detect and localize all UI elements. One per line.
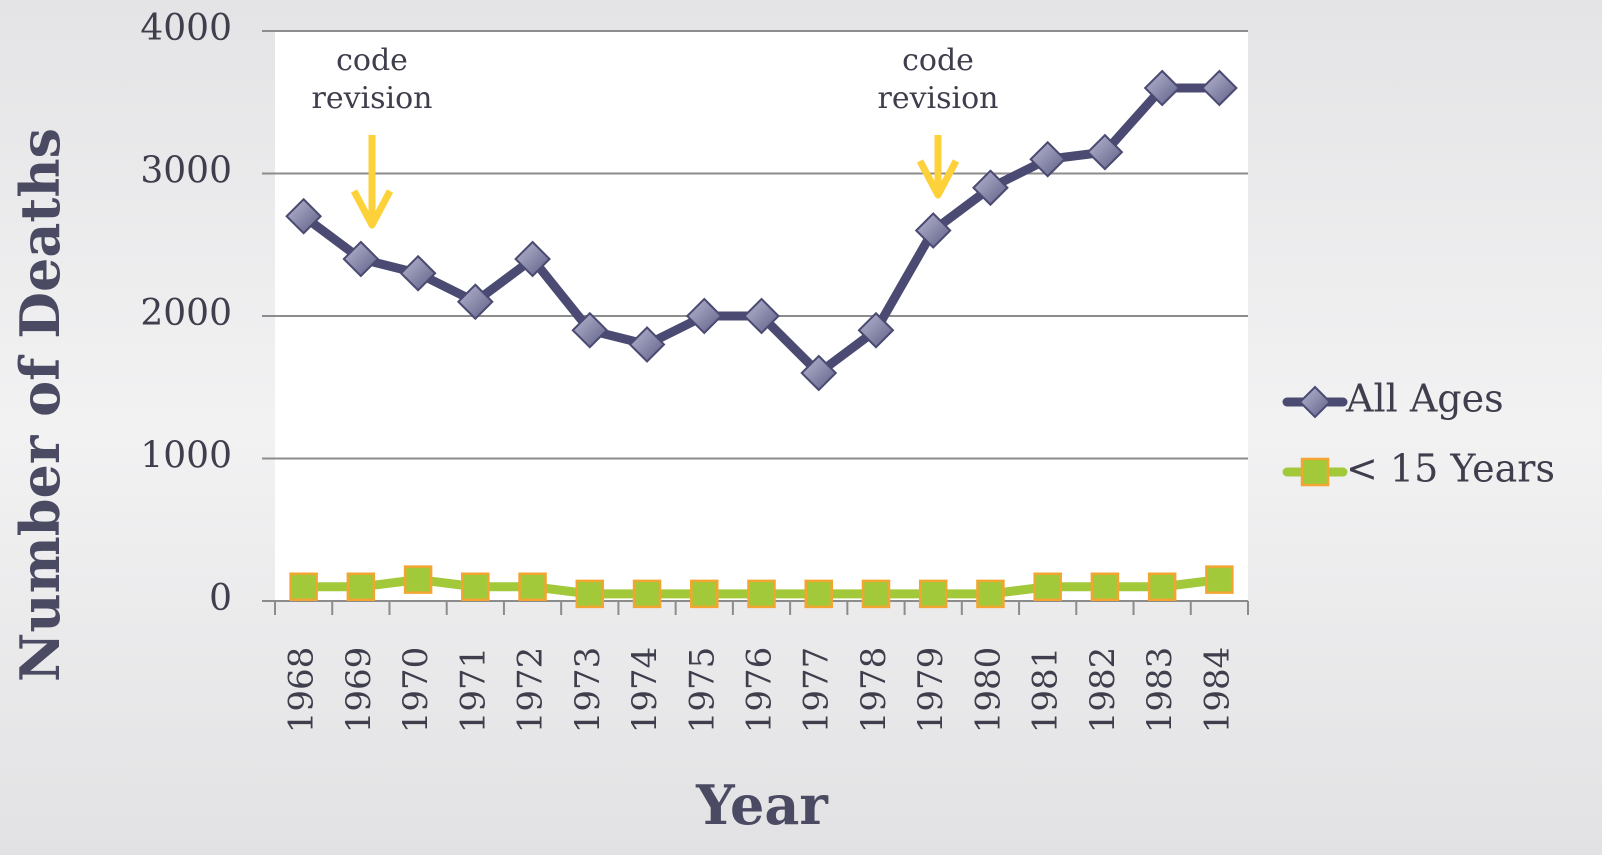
legend-marker	[1300, 387, 1330, 417]
data-point	[977, 581, 1003, 607]
legend-marker	[1302, 459, 1328, 485]
chart: Number of Deaths Year 0 1000 2000 3000 4000 1…	[0, 0, 1602, 855]
x-tick-label: 1969	[339, 647, 379, 734]
data-point	[1035, 574, 1061, 600]
data-point	[520, 574, 546, 600]
x-tick-label: 1984	[1197, 647, 1237, 734]
x-tick-label: 1978	[854, 647, 894, 734]
data-point	[634, 581, 660, 607]
data-point	[806, 581, 832, 607]
x-tick-label: 1976	[740, 647, 780, 734]
y-axis-title: Number of Deaths	[8, 128, 72, 682]
annotation: code revision	[863, 42, 1013, 118]
x-tick-label: 1972	[511, 647, 551, 734]
data-point	[1206, 567, 1232, 593]
data-point	[691, 581, 717, 607]
legend-label: < 15 Years	[1346, 447, 1555, 491]
data-point	[749, 581, 775, 607]
data-point	[405, 567, 431, 593]
y-tick-label: 2000	[140, 293, 232, 334]
x-tick-label: 1980	[968, 647, 1008, 734]
x-axis-title: Year	[695, 773, 828, 837]
x-tick-label: 1983	[1140, 647, 1180, 734]
x-tick-label: 1968	[282, 647, 322, 734]
data-point	[1149, 574, 1175, 600]
data-point	[577, 581, 603, 607]
data-point	[1092, 574, 1118, 600]
x-tick-label: 1971	[453, 647, 493, 734]
data-point	[348, 574, 374, 600]
data-point	[920, 581, 946, 607]
data-point	[462, 574, 488, 600]
x-tick-label: 1970	[396, 647, 436, 734]
y-tick-label: 0	[209, 578, 232, 619]
x-tick-label: 1982	[1083, 647, 1123, 734]
y-tick-label: 1000	[140, 436, 232, 477]
data-point	[863, 581, 889, 607]
data-point	[291, 574, 317, 600]
annotation: code revision	[297, 42, 447, 118]
legend-label: All Ages	[1345, 377, 1504, 421]
x-tick-label: 1973	[568, 647, 608, 734]
x-tick-label: 1981	[1026, 647, 1066, 734]
x-tick-label: 1974	[625, 647, 665, 734]
y-tick-label: 4000	[140, 8, 232, 49]
x-tick-label: 1975	[682, 647, 722, 734]
x-tick-label: 1977	[797, 647, 837, 734]
y-tick-label: 3000	[140, 151, 232, 192]
x-tick-label: 1979	[911, 647, 951, 734]
page: Number of Deaths Year 0 1000 2000 3000 4000 1…	[0, 0, 1602, 855]
